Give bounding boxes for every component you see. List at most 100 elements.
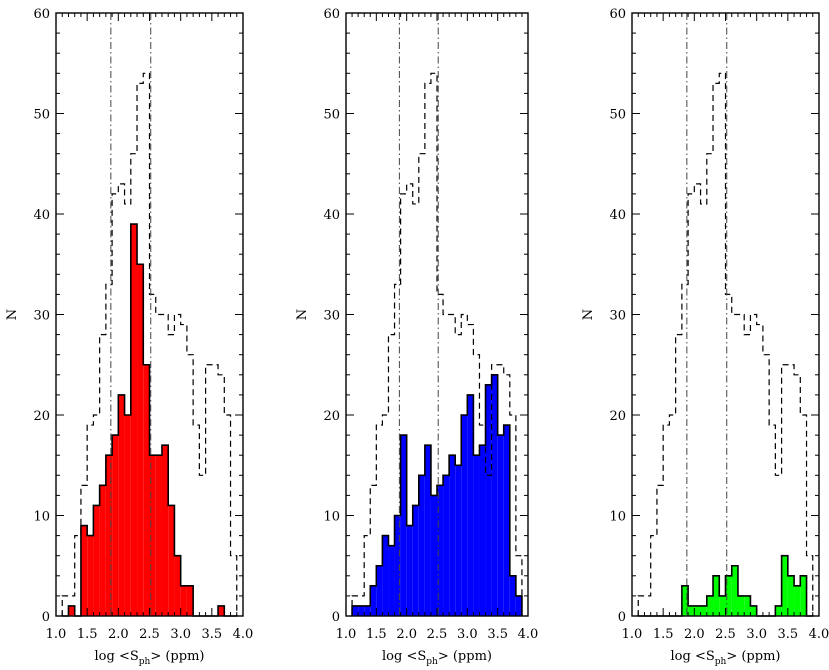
y-tick-label: 50 [33, 108, 50, 123]
hist-bar [161, 445, 169, 616]
hist-bar [143, 364, 150, 616]
hist-bar [218, 605, 225, 616]
hist-bar [364, 605, 371, 616]
hist-bar [155, 455, 162, 616]
hist-bar [93, 505, 100, 616]
x-tick-label: 3.5 [487, 627, 508, 642]
x-tick-label: 4.0 [518, 627, 539, 642]
x-tick-label: 2.0 [684, 627, 705, 642]
y-tick-label: 40 [609, 208, 626, 223]
hist-bar [437, 485, 444, 616]
y-tick-label: 40 [33, 208, 50, 223]
hist-bar [406, 525, 413, 616]
y-tick-label: 50 [323, 108, 340, 123]
y-tick-label: 60 [33, 7, 50, 22]
hist-bar [681, 585, 689, 616]
x-tick-label: 2.0 [108, 627, 129, 642]
hist-bar [485, 384, 492, 616]
x-tick-label: 1.5 [653, 627, 674, 642]
x-tick-label: 3.5 [201, 627, 222, 642]
panel-middle: 1.0 1.5 2.0 2.5 3.0 3.5 4.0 0 10 20 30 40 50 60 log <S… [295, 7, 538, 667]
y-tick-label: 0 [42, 610, 50, 625]
x-tick-label: 1.5 [366, 627, 387, 642]
hist-bar [503, 425, 510, 616]
x-tick-label: 1.0 [622, 627, 643, 642]
x-tick-label: 3.0 [457, 627, 478, 642]
hist-bar [800, 575, 807, 616]
x-tick-label: 1.0 [46, 627, 67, 642]
y-tick-label: 30 [323, 309, 340, 324]
y-tick-label: 0 [618, 610, 626, 625]
hist-bar [118, 394, 125, 616]
hist-bar [706, 595, 714, 616]
hist-bar [781, 555, 788, 616]
x-axis-title: log <Sph> (ppm) [382, 649, 492, 667]
y-tick-label: 20 [609, 409, 626, 424]
hist-bar [700, 605, 707, 616]
x-tick-label: 2.5 [427, 627, 448, 642]
hist-bar [449, 455, 456, 616]
x-tick-label: 1.5 [77, 627, 98, 642]
hist-bar [467, 394, 474, 616]
y-axis-title: N [295, 309, 310, 320]
x-tick-label: 2.5 [139, 627, 160, 642]
dashed-hist-line [61, 72, 238, 616]
hist-bar [455, 465, 462, 616]
hist-bar [180, 585, 187, 616]
hist-bar [744, 595, 751, 616]
hist-bar [87, 535, 94, 616]
hist-bar [443, 475, 450, 616]
hist-bar [418, 475, 425, 616]
hist-bar [358, 605, 365, 616]
hist-bar [388, 545, 395, 616]
dashed-hist-line [351, 72, 523, 616]
hist-bar [99, 485, 106, 616]
hist-bar [479, 445, 486, 616]
hist-bar [713, 575, 720, 616]
hist-bar [688, 605, 695, 616]
y-tick-label: 50 [609, 108, 626, 123]
hist-bar [80, 525, 88, 616]
hist-bar [750, 605, 757, 616]
y-axis-title: N [581, 309, 596, 320]
hist-bar [787, 575, 795, 616]
x-axis-title: log <Sph> (ppm) [671, 649, 781, 667]
hist-bar [725, 575, 732, 616]
hist-bar [794, 585, 801, 616]
y-tick-label: 60 [609, 7, 626, 22]
y-tick-label: 30 [33, 309, 50, 324]
hist-bar [174, 555, 181, 616]
hist-bar [412, 505, 419, 616]
y-tick-label: 30 [609, 309, 626, 324]
panel-right: 1.0 1.5 2.0 2.5 3.0 3.5 4.0 0 10 20 30 40 50 60 log <S… [581, 7, 829, 667]
x-tick-label: 4.0 [809, 627, 829, 642]
x-tick-label: 3.0 [170, 627, 191, 642]
dashed-hist-line [637, 72, 814, 616]
x-tick-label: 2.5 [715, 627, 736, 642]
y-tick-label: 10 [323, 510, 340, 525]
filled-hist-outline [351, 374, 523, 616]
hist-bar [186, 585, 194, 616]
hist-bar [149, 455, 156, 616]
x-tick-label: 2.0 [396, 627, 417, 642]
hist-bar [509, 575, 516, 616]
x-tick-label: 4.0 [233, 627, 254, 642]
panel-left: 1.0 1.5 2.0 2.5 3.0 3.5 4.0 0 10 20 30 40 50 60 log <S… [5, 7, 253, 667]
hist-bar [168, 505, 175, 616]
hist-bar [370, 585, 377, 616]
hist-bar [112, 435, 119, 616]
y-tick-label: 20 [323, 409, 340, 424]
y-tick-label: 20 [33, 409, 50, 424]
hist-bar [719, 595, 726, 616]
hist-bar [461, 415, 468, 616]
y-tick-label: 40 [323, 208, 340, 223]
hist-bar [105, 455, 113, 616]
hist-bar [68, 605, 75, 616]
hist-bar [731, 565, 738, 616]
hist-bar [694, 605, 701, 616]
hist-bar [430, 495, 437, 616]
x-axis-title: log <Sph> (ppm) [95, 649, 205, 667]
y-tick-label: 10 [33, 510, 50, 525]
hist-bar [515, 595, 522, 616]
